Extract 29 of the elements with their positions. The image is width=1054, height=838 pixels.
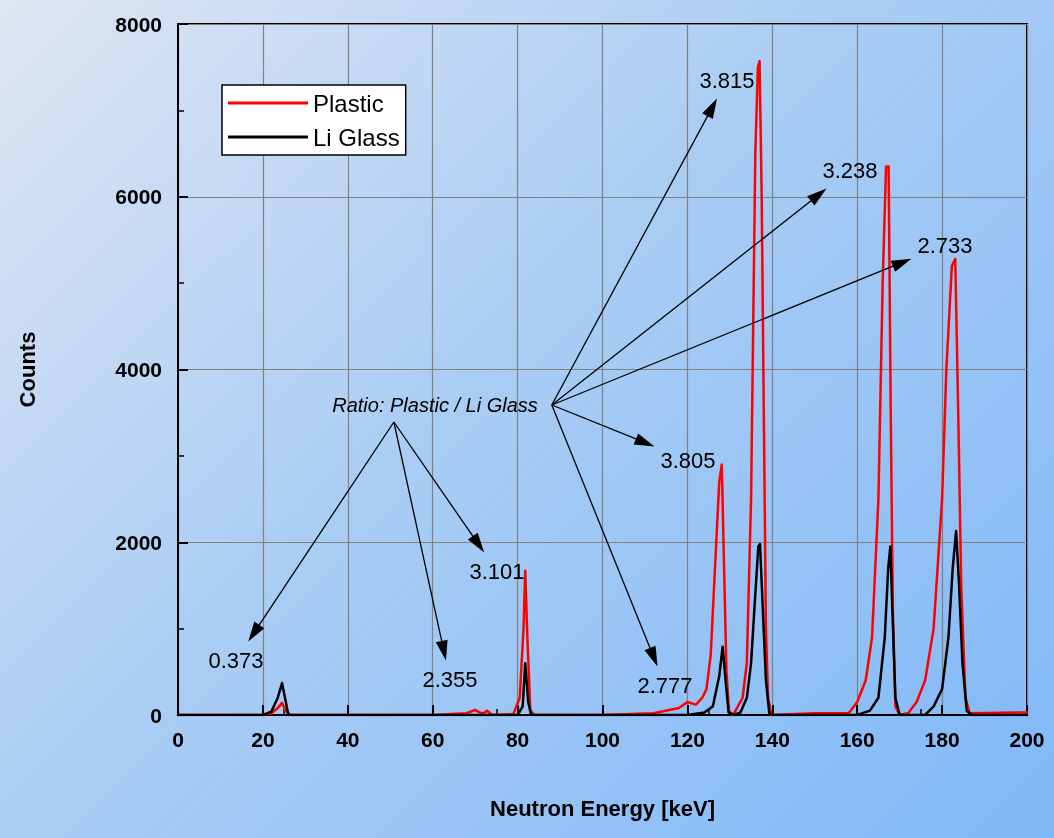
annotation: 2.777: [637, 672, 693, 698]
legend-label: Li Glass: [313, 123, 400, 151]
legend-label: Plastic: [313, 89, 384, 117]
y-tick-label: 0: [150, 703, 162, 727]
x-tick-label: 40: [336, 728, 360, 751]
y-tick-label: 2000: [115, 530, 162, 554]
x-tick-label: 120: [669, 728, 705, 751]
x-tick-label: 180: [924, 728, 960, 751]
annotation: 0.373: [208, 647, 264, 673]
x-tick-label: 160: [839, 728, 875, 751]
x-tick-label: 140: [754, 728, 790, 751]
x-tick-label: 200: [1009, 728, 1045, 751]
x-tick-label: 100: [584, 728, 621, 751]
x-tick-label: 20: [251, 728, 275, 751]
y-tick-label: 6000: [115, 185, 162, 209]
x-tick-label: 60: [421, 728, 445, 751]
x-tick-label: 0: [172, 728, 184, 751]
annotation: 2.733: [917, 232, 973, 258]
x-axis-title: Neutron Energy [keV]: [490, 795, 715, 821]
annotation: 3.101: [469, 558, 525, 584]
y-axis-title: Counts: [14, 331, 40, 408]
annotation: Ratio: Plastic / Li Glass: [332, 394, 538, 416]
annotation: 2.355: [422, 666, 478, 692]
annotation: 3.815: [699, 67, 755, 93]
y-tick-label: 4000: [115, 358, 162, 381]
y-tick-label: 8000: [115, 12, 162, 36]
annotation: 3.805: [660, 447, 716, 473]
x-tick-label: 80: [505, 728, 530, 751]
annotation: 3.238: [822, 157, 878, 183]
